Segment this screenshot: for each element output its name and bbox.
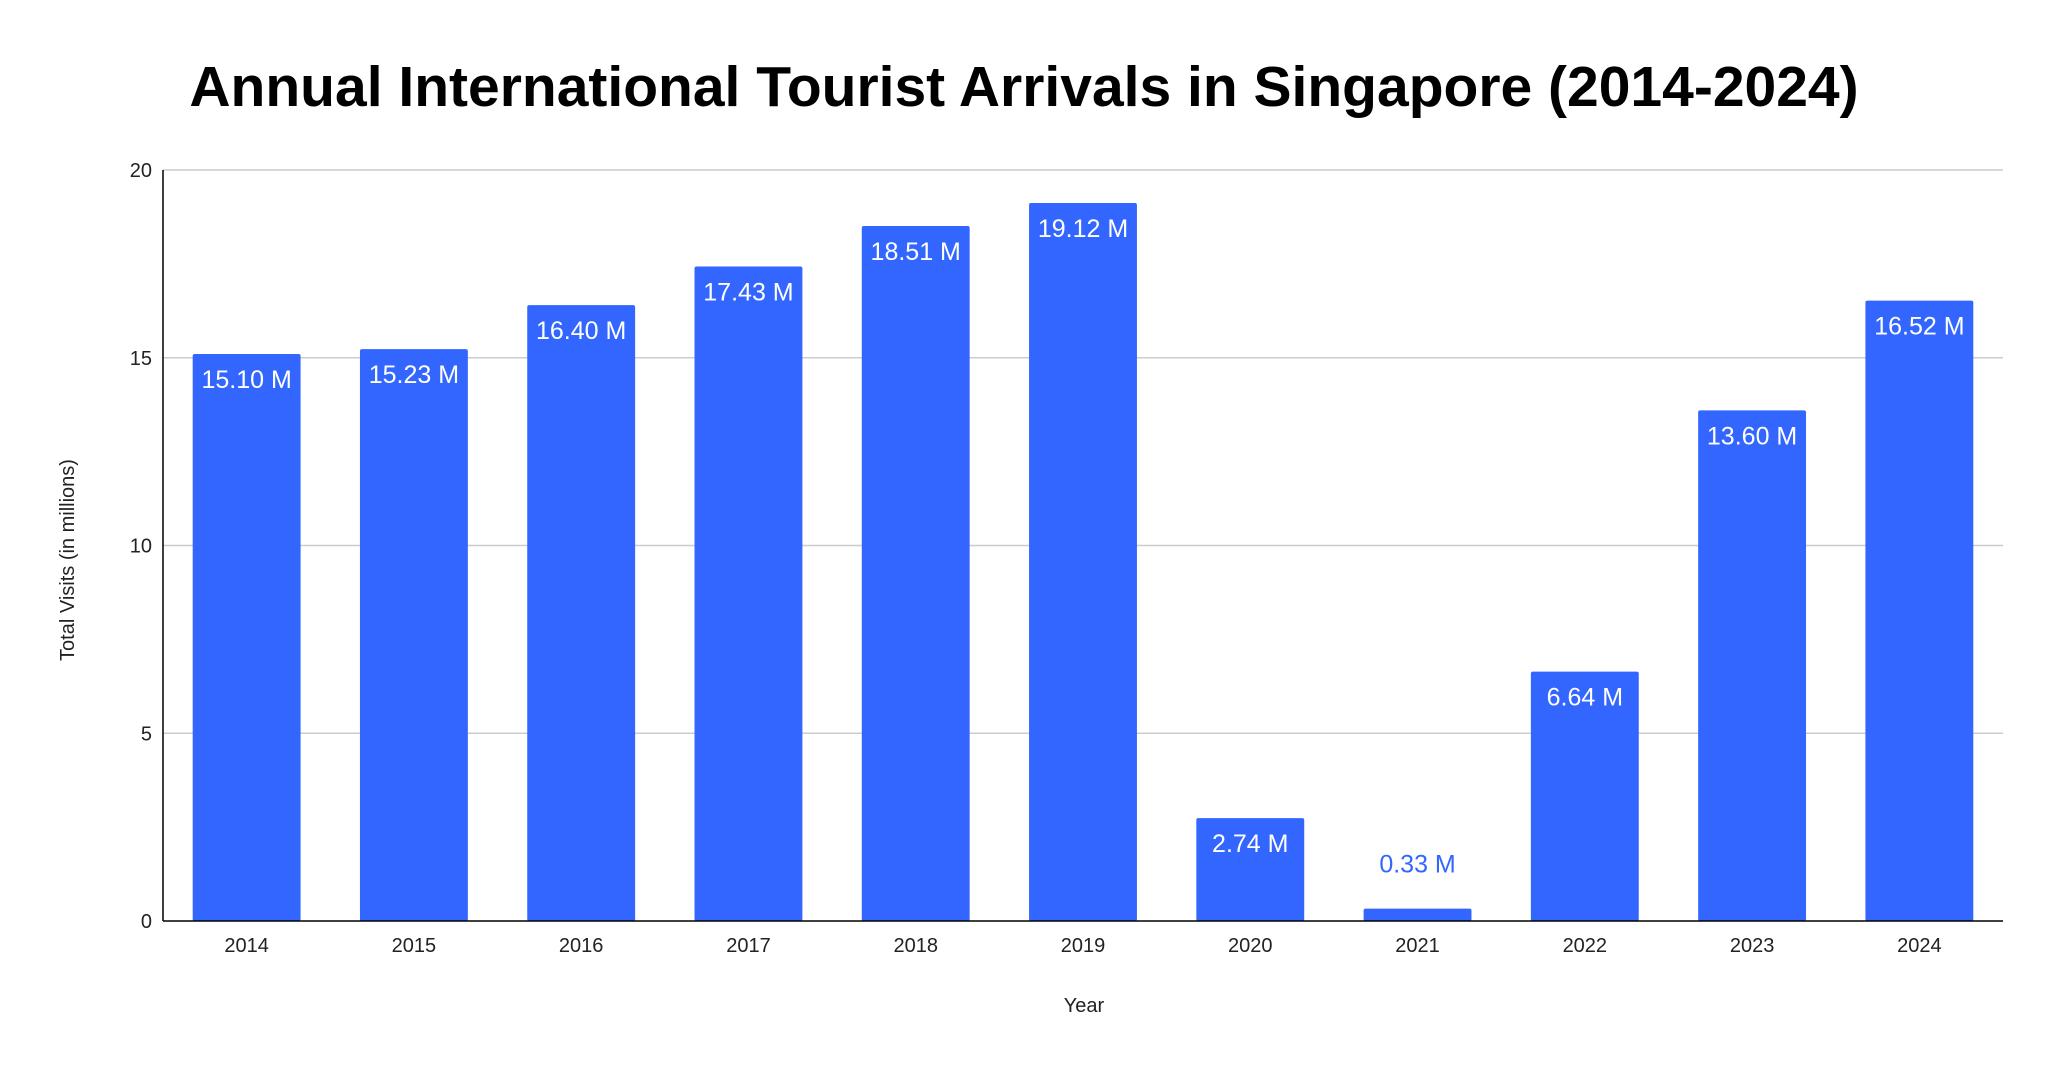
x-axis-title: Year bbox=[1064, 995, 1105, 1017]
x-tick-label: 2020 bbox=[1228, 935, 1273, 957]
x-tick-label: 2023 bbox=[1730, 935, 1775, 957]
bars bbox=[192, 203, 1974, 922]
bar-2021 bbox=[1363, 908, 1472, 921]
data-label: 2.74 M bbox=[1212, 830, 1288, 858]
y-tick-label: 20 bbox=[130, 160, 152, 182]
bar-2017 bbox=[694, 266, 803, 921]
bar-2023 bbox=[1698, 410, 1807, 921]
bar-2020 bbox=[1196, 818, 1305, 921]
y-tick-labels: 0 5 10 15 20 bbox=[130, 160, 152, 933]
data-label: 15.23 M bbox=[369, 361, 459, 389]
bar-2019 bbox=[1029, 203, 1137, 921]
y-tick-label: 0 bbox=[141, 911, 152, 933]
y-tick-label: 5 bbox=[141, 723, 152, 745]
x-tick-label: 2021 bbox=[1395, 935, 1440, 957]
x-tick-labels: 2014 2015 2016 2017 2018 2019 2020 2021 2022 2023… bbox=[224, 935, 1941, 957]
x-tick-label: 2018 bbox=[893, 935, 938, 957]
data-label: 18.51 M bbox=[871, 238, 961, 266]
bar-2016 bbox=[527, 305, 636, 921]
data-label: 6.64 M bbox=[1547, 684, 1623, 712]
x-tick-label: 2014 bbox=[224, 935, 269, 957]
bar-2022 bbox=[1530, 671, 1639, 921]
data-label: 16.40 M bbox=[536, 317, 626, 345]
x-tick-label: 2015 bbox=[392, 935, 437, 957]
data-label: 0.33 M bbox=[1379, 851, 1455, 879]
chart-title: Annual International Tourist Arrivals in… bbox=[189, 55, 1859, 119]
x-tick-label: 2017 bbox=[726, 935, 771, 957]
bar-2014 bbox=[192, 353, 301, 921]
axes bbox=[162, 170, 2003, 922]
x-tick-label: 2022 bbox=[1563, 935, 1608, 957]
y-axis-title: Total Visits (in millions) bbox=[57, 459, 79, 661]
data-label: 15.10 M bbox=[201, 366, 291, 394]
data-label: 19.12 M bbox=[1038, 215, 1128, 243]
data-label: 13.60 M bbox=[1707, 422, 1797, 450]
y-tick-label: 10 bbox=[130, 536, 152, 558]
bar-2015 bbox=[359, 349, 468, 921]
x-tick-label: 2024 bbox=[1897, 935, 1942, 957]
y-tick-label: 15 bbox=[130, 348, 152, 370]
data-label: 16.52 M bbox=[1874, 313, 1964, 341]
x-tick-label: 2019 bbox=[1061, 935, 1106, 957]
bar-2018 bbox=[861, 225, 970, 922]
x-tick-label: 2016 bbox=[559, 935, 604, 957]
data-label: 17.43 M bbox=[703, 279, 793, 307]
data-labels: 15.10 M 15.23 M 16.40 M 17.43 M 18.51 M 19.12… bbox=[201, 215, 1964, 879]
bar-2024 bbox=[1865, 300, 1974, 921]
